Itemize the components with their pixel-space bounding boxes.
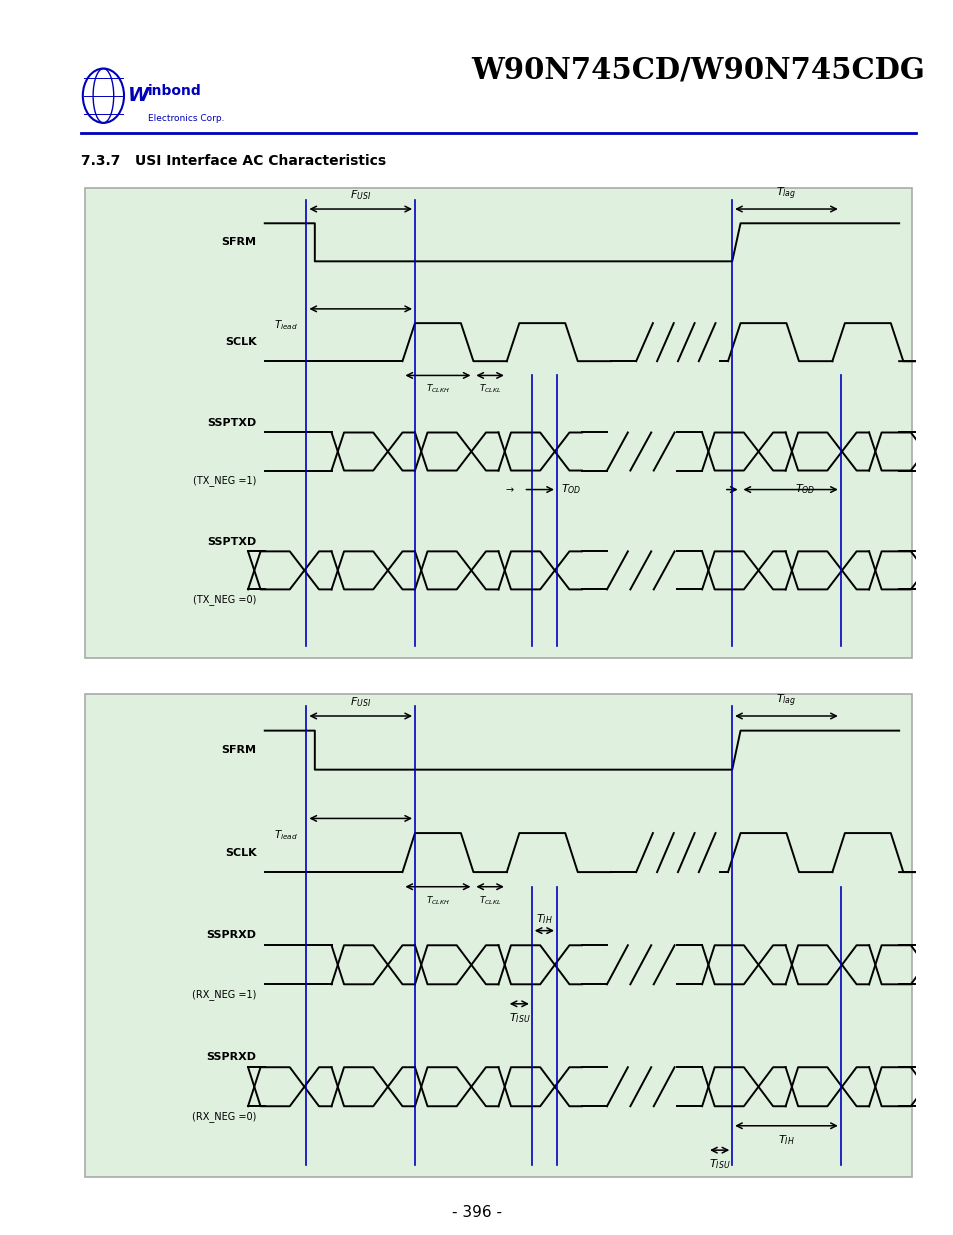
Text: $T_{IH}$: $T_{IH}$	[778, 1132, 794, 1147]
Text: $T_{lag}$: $T_{lag}$	[776, 185, 796, 201]
Text: $\rightarrow$: $\rightarrow$	[503, 484, 515, 494]
Text: $F_{USI}$: $F_{USI}$	[350, 188, 371, 201]
Text: SSPRXD: SSPRXD	[206, 1052, 256, 1062]
Text: (TX_NEG =0): (TX_NEG =0)	[193, 594, 256, 605]
Text: $T_{ISU}$: $T_{ISU}$	[508, 1011, 530, 1025]
Text: $T_{IH}$: $T_{IH}$	[536, 911, 552, 926]
Text: SCLK: SCLK	[225, 847, 256, 857]
Text: $T_{lead}$: $T_{lead}$	[274, 319, 297, 332]
Text: W90N745CD/W90N745CDG: W90N745CD/W90N745CDG	[471, 56, 924, 84]
Text: $T_{lag}$: $T_{lag}$	[776, 693, 796, 709]
FancyBboxPatch shape	[85, 188, 911, 658]
Text: $T_{CLKL}$: $T_{CLKL}$	[478, 383, 501, 395]
Text: Electronics Corp.: Electronics Corp.	[148, 114, 224, 122]
Text: $T_{CLKH}$: $T_{CLKH}$	[425, 894, 450, 906]
Text: - 396 -: - 396 -	[452, 1205, 501, 1220]
Text: SSPTXD: SSPTXD	[207, 537, 256, 547]
Text: $F_{USI}$: $F_{USI}$	[350, 695, 371, 709]
Text: SCLK: SCLK	[225, 337, 256, 347]
Text: SSPRXD: SSPRXD	[206, 930, 256, 940]
Text: (TX_NEG =1): (TX_NEG =1)	[193, 475, 256, 487]
Text: inbond: inbond	[148, 84, 202, 99]
Text: $T_{OD}$: $T_{OD}$	[560, 483, 581, 496]
Text: SSPTXD: SSPTXD	[207, 417, 256, 427]
Text: $T_{OD}$: $T_{OD}$	[794, 483, 815, 496]
Text: $T_{CLKL}$: $T_{CLKL}$	[478, 894, 501, 906]
Text: W: W	[128, 86, 149, 105]
Text: SFRM: SFRM	[221, 237, 256, 247]
Text: SFRM: SFRM	[221, 745, 256, 755]
Text: $T_{CLKH}$: $T_{CLKH}$	[425, 383, 450, 395]
Text: $T_{ISU}$: $T_{ISU}$	[708, 1157, 730, 1171]
Text: $T_{lead}$: $T_{lead}$	[274, 829, 297, 842]
Text: 7.3.7   USI Interface AC Characteristics: 7.3.7 USI Interface AC Characteristics	[81, 154, 386, 168]
Text: (RX_NEG =1): (RX_NEG =1)	[192, 989, 256, 1000]
FancyBboxPatch shape	[85, 694, 911, 1177]
Text: (RX_NEG =0): (RX_NEG =0)	[192, 1112, 256, 1123]
